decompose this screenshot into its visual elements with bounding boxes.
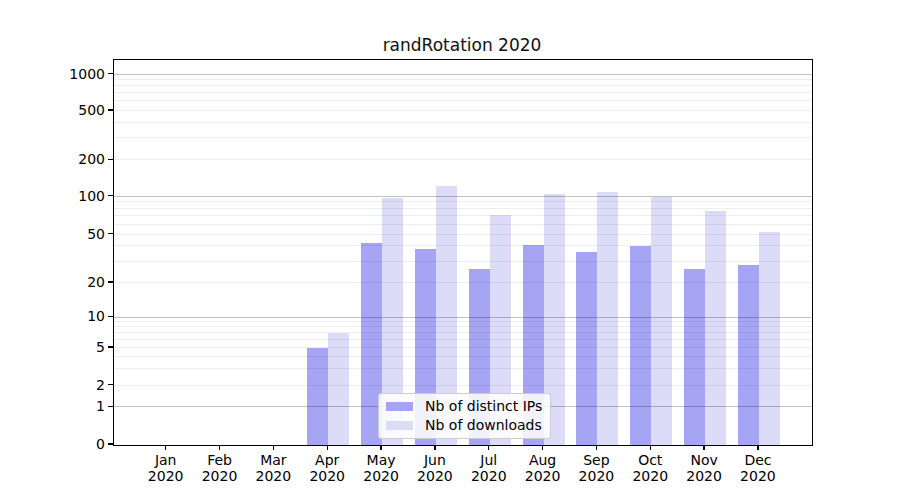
y-tick-mark-1 xyxy=(108,406,113,407)
x-tick-mark-mar xyxy=(273,445,274,450)
x-tick-mark-sep xyxy=(596,445,597,450)
legend: Nb of distinct IPs Nb of downloads xyxy=(378,393,551,439)
chart-title: randRotation 2020 xyxy=(113,35,811,55)
y-tick-mark-50 xyxy=(108,233,113,234)
y-tick-label-5: 5 xyxy=(0,339,105,355)
gridline-minor-5 xyxy=(114,347,812,348)
legend-label-downloads: Nb of downloads xyxy=(425,418,542,433)
y-tick-label-0: 0 xyxy=(0,436,105,452)
x-tick-mark-nov xyxy=(703,445,704,450)
bar-apr-nb-of-distinct-ips xyxy=(307,348,328,445)
x-tick-mark-may xyxy=(380,445,381,450)
y-tick-label-1000: 1000 xyxy=(0,66,105,82)
y-tick-mark-2 xyxy=(108,384,113,385)
gridline-minor-40 xyxy=(114,245,812,246)
gridline-minor-500 xyxy=(114,110,812,111)
gridline-minor-700 xyxy=(114,92,812,93)
gridline-major-10 xyxy=(114,317,812,318)
y-tick-mark-100 xyxy=(108,195,113,196)
bar-sep-nb-of-distinct-ips xyxy=(576,252,597,445)
gridline-major-1000 xyxy=(114,74,812,75)
gridline-minor-300 xyxy=(114,137,812,138)
gridline-minor-800 xyxy=(114,85,812,86)
gridline-minor-50 xyxy=(114,234,812,235)
gridline-minor-60 xyxy=(114,224,812,225)
x-tick-mark-feb xyxy=(219,445,220,450)
bar-oct-nb-of-distinct-ips xyxy=(630,246,651,445)
y-tick-label-200: 200 xyxy=(0,151,105,167)
gridline-minor-6 xyxy=(114,339,812,340)
x-tick-mark-jun xyxy=(434,445,435,450)
gridline-minor-900 xyxy=(114,79,812,80)
x-tick-mark-aug xyxy=(542,445,543,450)
y-tick-mark-200 xyxy=(108,159,113,160)
y-tick-label-10: 10 xyxy=(0,308,105,324)
gridline-minor-600 xyxy=(114,100,812,101)
legend-item-distinct-ips: Nb of distinct IPs xyxy=(386,399,542,414)
x-tick-label-dec: Dec 2020 xyxy=(726,452,790,484)
gridline-major-100 xyxy=(114,196,812,197)
y-tick-label-500: 500 xyxy=(0,102,105,118)
y-tick-label-2: 2 xyxy=(0,377,105,393)
y-tick-mark-10 xyxy=(108,316,113,317)
gridline-minor-20 xyxy=(114,282,812,283)
legend-label-distinct-ips: Nb of distinct IPs xyxy=(425,399,542,414)
plot-area xyxy=(113,59,813,446)
gridline-minor-70 xyxy=(114,215,812,216)
bar-apr-nb-of-downloads xyxy=(328,333,349,445)
x-tick-mark-oct xyxy=(650,445,651,450)
y-tick-mark-1000 xyxy=(108,73,113,74)
gridline-minor-4 xyxy=(114,356,812,357)
y-tick-mark-5 xyxy=(108,346,113,347)
gridline-minor-30 xyxy=(114,261,812,262)
legend-item-downloads: Nb of downloads xyxy=(386,418,542,433)
legend-swatch-downloads-icon xyxy=(386,421,413,430)
gridline-minor-200 xyxy=(114,159,812,160)
figure: randRotation 2020 0 1 2 5 10 20 50 100 200 500 100… xyxy=(0,0,900,500)
y-tick-mark-20 xyxy=(108,281,113,282)
y-tick-mark-0 xyxy=(108,443,113,444)
y-tick-label-1: 1 xyxy=(0,398,105,414)
y-tick-label-50: 50 xyxy=(0,226,105,242)
gridline-minor-9 xyxy=(114,321,812,322)
gridline-minor-3 xyxy=(114,368,812,369)
x-tick-mark-jan xyxy=(165,445,166,450)
gridline-minor-400 xyxy=(114,122,812,123)
gridline-minor-7 xyxy=(114,332,812,333)
gridline-minor-8 xyxy=(114,326,812,327)
gridline-minor-2 xyxy=(114,385,812,386)
legend-swatch-distinct-ips-icon xyxy=(386,402,413,411)
x-tick-mark-apr xyxy=(327,445,328,450)
x-tick-mark-jul xyxy=(488,445,489,450)
y-tick-label-100: 100 xyxy=(0,188,105,204)
gridline-minor-90 xyxy=(114,201,812,202)
y-tick-label-20: 20 xyxy=(0,274,105,290)
bar-dec-nb-of-distinct-ips xyxy=(738,265,759,445)
gridline-minor-80 xyxy=(114,208,812,209)
y-tick-mark-500 xyxy=(108,109,113,110)
x-tick-mark-dec xyxy=(757,445,758,450)
